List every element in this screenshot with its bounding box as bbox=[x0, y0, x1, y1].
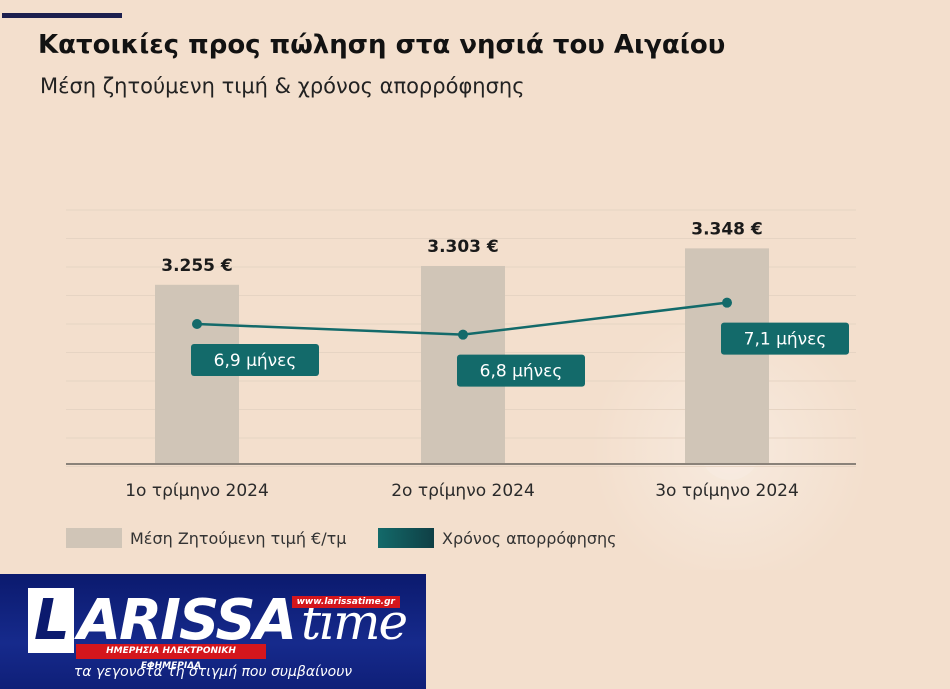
legend-label-time: Χρόνος απορρόφησης bbox=[442, 528, 617, 548]
logo-wordmark: L ARISSA time bbox=[28, 588, 408, 653]
bar-value-label-3: 3.348 € bbox=[691, 219, 763, 239]
time-point-1 bbox=[192, 319, 202, 329]
time-point-2 bbox=[458, 329, 468, 340]
time-badge-label-3: 7,1 μήνες bbox=[744, 330, 827, 350]
x-tick-label-3: 3ο τρίμηνο 2024 bbox=[655, 481, 799, 501]
chart-subtitle: Μέση ζητούμενη τιμή & χρόνος απορρόφησης bbox=[40, 74, 525, 98]
legend-swatch-price bbox=[66, 528, 122, 548]
legend-label-price: Μέση Ζητούμενη τιμή €/τμ bbox=[130, 528, 347, 548]
time-badge-1 bbox=[191, 344, 319, 376]
legend-item-price: Μέση Ζητούμενη τιμή €/τμ bbox=[66, 527, 346, 549]
logo-l-letter: L bbox=[28, 588, 74, 653]
chart-title: Κατοικίες προς πώληση στα νησιά του Αιγα… bbox=[38, 30, 726, 60]
legend-item-time: Χρόνος απορρόφησης bbox=[378, 527, 617, 549]
logo-tagline: τα γεγονότα τη στιγμή που συμβαίνουν bbox=[73, 664, 353, 680]
x-tick-label-2: 2ο τρίμηνο 2024 bbox=[391, 481, 535, 501]
top-rule bbox=[2, 13, 122, 18]
bar-value-label-2: 3.303 € bbox=[427, 237, 499, 257]
bar-value-label-1: 3.255 € bbox=[161, 256, 233, 276]
time-badge-label-2: 6,8 μήνες bbox=[480, 362, 563, 382]
bar-3 bbox=[685, 248, 769, 463]
chart-canvas: 3.255 € 3.303 € 3.348 € 6,9 μήνες 6,8 μήνες… bbox=[66, 209, 870, 570]
time-point-3 bbox=[722, 297, 732, 308]
time-badge-2 bbox=[457, 354, 585, 387]
x-tick-label-1: 1ο τρίμηνο 2024 bbox=[125, 481, 269, 501]
logo-strap: ΗΜΕΡΗΣΙΑ ΗΛΕΚΤΡΟΝΙΚΗ ΕΦΗΜΕΡΙΔΑ bbox=[76, 644, 266, 671]
logo-url: www.larissatime.gr bbox=[291, 596, 400, 608]
legend-swatch-time bbox=[378, 528, 434, 548]
larissatime-logo: L ARISSA time www.larissatime.gr ΗΜΕΡΗΣΙΑ … bbox=[0, 574, 426, 689]
time-badge-label-1: 6,9 μήνες bbox=[214, 351, 297, 371]
logo-word: ARISSA bbox=[77, 588, 297, 653]
time-badge-3 bbox=[721, 322, 849, 355]
